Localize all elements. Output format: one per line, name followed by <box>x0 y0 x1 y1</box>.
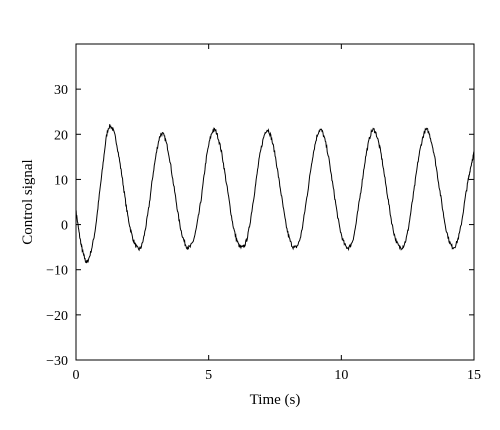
y-tick-label: −10 <box>46 264 68 279</box>
tick-labels: 0 5 10 15 −30 −20 −10 0 10 20 30 <box>46 83 481 383</box>
x-tick-label: 10 <box>334 368 348 383</box>
plot-frame <box>75 43 475 361</box>
axis-ticks <box>75 44 475 361</box>
y-tick-label: 0 <box>61 219 68 234</box>
y-tick-label: −20 <box>46 309 68 324</box>
x-axis-label: Time (s) <box>250 392 301 408</box>
y-tick-label: 30 <box>54 83 68 98</box>
x-tick-label: 15 <box>467 368 481 383</box>
x-tick-label: 0 <box>73 368 80 383</box>
y-tick-label: 20 <box>54 128 68 143</box>
control-signal-line <box>75 124 475 264</box>
y-tick-label: 10 <box>54 173 68 188</box>
y-axis-label: Control signal <box>20 159 36 244</box>
x-tick-label: 5 <box>205 368 212 383</box>
y-tick-label: −30 <box>46 354 68 369</box>
